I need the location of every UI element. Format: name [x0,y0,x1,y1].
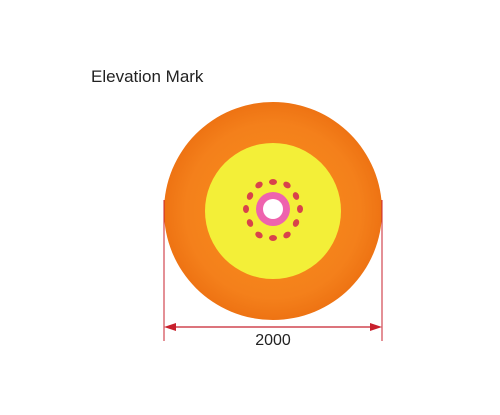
dimension-arrow-left [164,323,176,331]
marker [283,231,291,239]
marker [292,219,300,227]
marker [246,219,254,227]
marker [243,205,249,213]
marker [246,192,254,200]
center-markers [243,179,303,241]
marker [255,181,263,189]
dimension-arrow-right [370,323,382,331]
center-hole [263,199,283,219]
dimension-label: 2000 [255,332,291,349]
marker [283,181,291,189]
marker [297,205,303,213]
marker [269,179,277,185]
marker [292,192,300,200]
marker [269,235,277,241]
marker [255,231,263,239]
diagram-title: Elevation Mark [91,67,204,86]
